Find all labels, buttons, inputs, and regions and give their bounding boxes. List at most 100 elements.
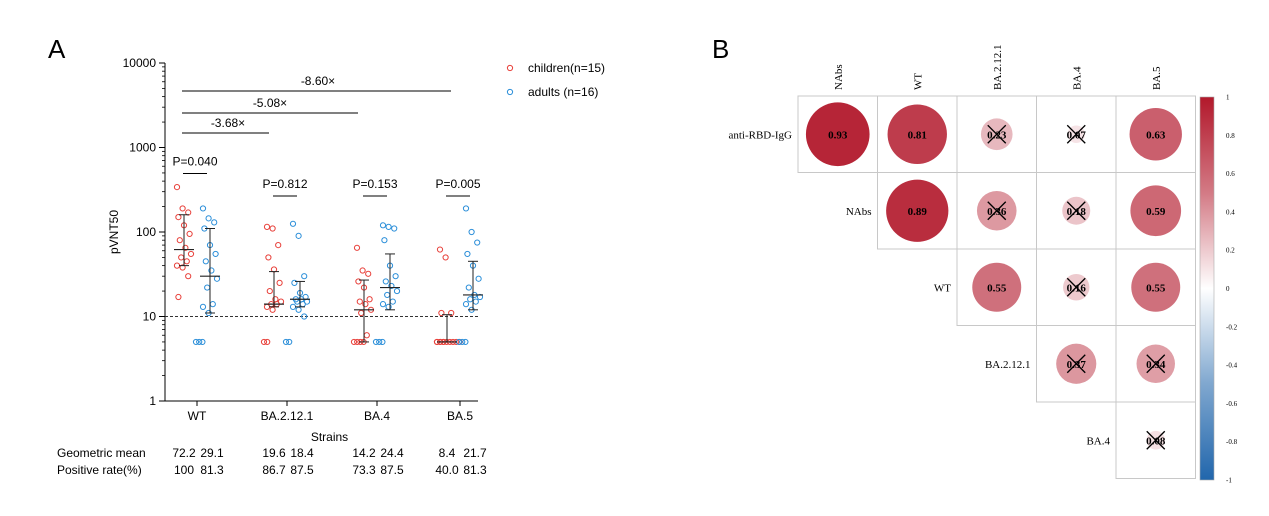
row-label: WT	[934, 282, 951, 294]
data-point	[359, 267, 366, 274]
data-point	[465, 284, 472, 291]
table-cell: 14.2	[352, 446, 376, 460]
data-point	[472, 298, 479, 305]
table-cell: 87.5	[290, 463, 314, 477]
data-point	[475, 275, 482, 282]
data-point	[265, 254, 272, 261]
y-axis-title: pVNT50	[107, 210, 121, 254]
table-row-label: Geometric mean	[57, 446, 146, 460]
correlation-circle	[1131, 262, 1181, 312]
x-tick-label: BA.4	[364, 409, 390, 423]
data-point	[388, 282, 395, 290]
non-significant-cross	[1066, 201, 1086, 221]
data-point	[263, 303, 271, 310]
panel-a-label: A	[48, 34, 66, 64]
panel-a-axes: 1 10 100 1000 10000 pVNT50 WT BA.2.12.1 BA.4 BA.5…	[107, 56, 478, 444]
table-cell: 40.0	[435, 463, 459, 477]
data-point	[269, 225, 276, 232]
correlation-circle	[1129, 108, 1182, 161]
column-label: BA.5	[1151, 66, 1163, 90]
correlation-value: 0.59	[1146, 206, 1166, 218]
data-point	[358, 309, 365, 317]
fold-change-label: -8.60×	[301, 74, 335, 88]
data-point	[269, 306, 276, 313]
p-value-label: P=0.040	[172, 155, 217, 169]
data-point	[353, 244, 361, 251]
summary-table: Geometric mean 72.2 29.1 19.6 18.4 14.2 24.4 8.…	[57, 446, 487, 477]
column-label: BA.2.12.1	[992, 44, 1004, 90]
x-tick-label: WT	[188, 409, 207, 423]
data-point	[442, 254, 449, 261]
y-tick-label: 1	[149, 394, 156, 408]
data-point	[202, 258, 209, 265]
y-tick-label: 1000	[129, 141, 156, 155]
colorbar-tick-label: -0.6	[1226, 400, 1238, 408]
legend: children(n=15) adults (n=16)	[506, 61, 605, 99]
data-point	[213, 275, 221, 282]
data-point	[186, 230, 193, 237]
colorbar-tick-label: 1	[1226, 94, 1230, 102]
data-point	[363, 332, 370, 339]
data-point	[208, 267, 215, 274]
row-label: anti-RBD-IgG	[728, 129, 792, 141]
data-point	[286, 338, 293, 346]
table-cell: 72.2	[172, 446, 196, 460]
data-point	[392, 273, 399, 280]
colorbar-tick-label: -0.2	[1226, 323, 1238, 331]
data-point	[275, 241, 282, 249]
data-point	[355, 278, 362, 285]
row-label: NAbs	[846, 206, 872, 218]
table-cell: 29.1	[200, 446, 224, 460]
data-point	[199, 303, 207, 310]
legend-label: adults (n=16)	[528, 85, 598, 99]
data-point	[291, 279, 298, 286]
correlation-value: 0.81	[908, 129, 927, 141]
non-significant-cross	[987, 201, 1007, 221]
table-cell: 24.4	[380, 446, 404, 460]
data-point	[264, 338, 271, 346]
colorbar-tick-label: 0	[1226, 285, 1230, 293]
column-label: NAbs	[833, 64, 845, 90]
median-iqr-markers	[174, 214, 483, 343]
data-point	[438, 309, 445, 317]
table-cell: 86.7	[262, 463, 286, 477]
fold-change-label: -5.08×	[253, 96, 287, 110]
fold-change-brackets: -3.68× -5.08× -8.60×	[182, 74, 451, 134]
data-point	[211, 219, 218, 226]
table-cell: 21.7	[463, 446, 487, 460]
data-point	[376, 338, 383, 346]
x-tick-label: BA.5	[447, 409, 473, 423]
data-point	[459, 338, 466, 346]
data-point	[462, 301, 470, 308]
data-point	[204, 284, 211, 291]
colorbar-tick-label: 0.4	[1226, 208, 1235, 216]
y-tick-label: 10000	[123, 56, 157, 70]
data-point	[366, 296, 373, 303]
non-significant-cross	[1066, 354, 1086, 374]
correlation-circle	[887, 104, 947, 164]
data-point	[178, 254, 185, 261]
data-point	[365, 270, 372, 277]
data-point	[212, 250, 219, 258]
data-point	[173, 262, 181, 269]
data-point	[192, 338, 200, 346]
correlation-circle	[886, 179, 949, 242]
data-point	[393, 287, 401, 295]
panel-a-scatter-chart: A 1 10 100 1000 10000 pVNT50 WT BA.2.12.1 BA.4 BA…	[48, 34, 605, 477]
p-value-label: P=0.005	[435, 177, 480, 191]
data-point	[182, 244, 189, 251]
data-point	[199, 205, 207, 212]
data-point	[382, 278, 389, 285]
legend-marker	[506, 88, 514, 96]
data-point	[260, 338, 268, 346]
data-point	[173, 183, 181, 191]
column-label: WT	[912, 73, 924, 90]
p-value-label: P=0.812	[262, 177, 307, 191]
data-point	[350, 338, 358, 346]
data-point	[391, 225, 398, 232]
x-tick-label: BA.2.12.1	[261, 409, 314, 423]
row-label: BA.4	[1086, 435, 1110, 447]
data-point	[295, 306, 302, 313]
data-point	[356, 298, 363, 305]
panel-b-correlation-matrix: B NAbs WT BA.2.12.1 BA.4 BA.5anti-RBD-IgGNAb…	[712, 34, 1238, 485]
